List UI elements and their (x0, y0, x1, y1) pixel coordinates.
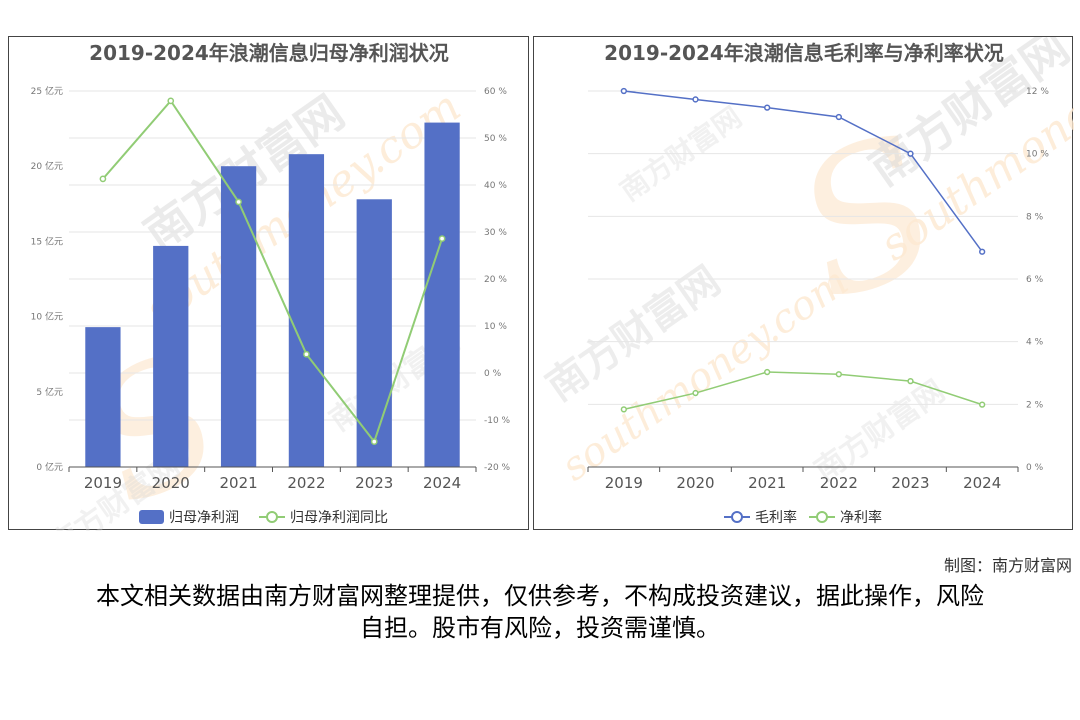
bar-2023[interactable] (356, 199, 392, 467)
point-净利率-2021[interactable] (764, 368, 771, 376)
legend-bar-label[interactable]: 归母净利润 (169, 509, 239, 526)
yoy-point-2021[interactable] (235, 198, 242, 206)
right-y-tick: -20 % (484, 463, 511, 473)
x-tick-label: 2022 (287, 474, 325, 492)
right-y-tick: 8 % (1026, 212, 1044, 222)
bar-2019[interactable] (85, 327, 121, 467)
x-tick-label: 2024 (963, 474, 1001, 492)
x-tick-label: 2023 (355, 474, 393, 492)
right-y-tick: 12 % (1026, 87, 1049, 97)
right-y-tick: 10 % (1026, 150, 1049, 160)
right-y-tick: 0 % (484, 369, 502, 379)
point-毛利率-2024[interactable] (979, 248, 986, 255)
disclaimer-text: 本文相关数据由南方财富网整理提供，仅供参考，不构成投资建议，据此操作，风险自担。… (96, 582, 984, 642)
legend-line-label[interactable]: 归母净利润同比 (290, 509, 388, 526)
x-tick-label: 2023 (891, 474, 929, 492)
right-chart-title: 2019-2024年浪潮信息毛利率与净利率状况 (604, 41, 1004, 65)
legend-label-net[interactable]: 净利率 (840, 509, 882, 526)
left-chart-legend[interactable]: 归母净利润 归母净利润同比 (139, 509, 388, 526)
right-chart-svg: S 南方财富网 southmoney.com 南方财富网 南方财富网 south… (538, 37, 1074, 526)
point-毛利率-2022[interactable] (835, 113, 842, 121)
right-y-tick: 30 % (484, 228, 507, 238)
x-tick-label: 2024 (423, 474, 461, 492)
right-y-tick: 0 % (1026, 463, 1044, 473)
right-y-tick: -10 % (484, 416, 511, 426)
left-chart-svg: S 南方财富网 southmoney.com 南方财富网 南方财富网 0 亿元5… (31, 41, 511, 531)
point-净利率-2022[interactable] (835, 371, 842, 378)
right-y-tick: 2 % (1026, 400, 1044, 410)
yoy-point-2022[interactable] (303, 350, 310, 358)
bar-2022[interactable] (288, 154, 325, 467)
right-y-tick: 20 % (484, 275, 507, 285)
yoy-point-2020[interactable] (167, 97, 175, 105)
left-y-tick: 25 亿元 (31, 85, 63, 97)
legend-marker-gross[interactable] (731, 511, 743, 523)
yoy-point-2023[interactable] (370, 438, 378, 445)
legend-label-gross[interactable]: 毛利率 (755, 509, 797, 526)
point-净利率-2020[interactable] (692, 389, 699, 397)
right-y-tick: 50 % (484, 134, 507, 144)
point-毛利率-2019[interactable] (620, 87, 627, 95)
yoy-point-2024[interactable] (438, 235, 446, 242)
left-y-tick: 20 亿元 (31, 160, 63, 172)
point-净利率-2024[interactable] (979, 401, 986, 408)
point-毛利率-2023[interactable] (907, 150, 914, 157)
bar-2021[interactable] (220, 166, 257, 467)
x-tick-label: 2020 (676, 474, 714, 492)
watermark-right: S 南方财富网 southmoney.com 南方财富网 南方财富网 south… (538, 37, 1074, 490)
right-y-tick: 60 % (484, 87, 507, 97)
series-line-毛利率[interactable] (623, 90, 983, 253)
x-tick-label: 2022 (820, 474, 858, 492)
bar-2024[interactable] (424, 122, 460, 468)
chart-credit: 制图：南方财富网 (943, 556, 1072, 575)
left-y-tick: 0 亿元 (36, 461, 63, 473)
left-y-tick: 5 亿元 (36, 386, 63, 398)
x-tick-label: 2021 (748, 474, 786, 492)
yoy-point-2019[interactable] (99, 175, 107, 183)
svg-text:南方财富网: 南方财富网 (809, 374, 952, 489)
legend-bar-swatch[interactable] (139, 510, 164, 524)
x-tick-label: 2020 (152, 474, 190, 492)
series-line-净利率[interactable] (623, 371, 983, 411)
right-y-tick: 40 % (484, 181, 507, 191)
x-tick-label: 2019 (605, 474, 643, 492)
left-chart-title: 2019-2024年浪潮信息归母净利润状况 (89, 41, 449, 65)
point-毛利率-2020[interactable] (692, 96, 699, 103)
point-毛利率-2021[interactable] (764, 104, 771, 111)
left-y-tick: 15 亿元 (31, 235, 63, 247)
yoy-line[interactable] (102, 99, 444, 444)
legend-marker-net[interactable] (816, 511, 828, 523)
x-tick-label: 2021 (219, 474, 257, 492)
left-y-tick: 10 亿元 (31, 311, 63, 323)
point-净利率-2019[interactable] (620, 406, 627, 413)
legend-line-marker[interactable] (266, 511, 278, 523)
right-chart-panel: S 南方财富网 southmoney.com 南方财富网 南方财富网 south… (533, 36, 1074, 530)
bar-2020[interactable] (153, 245, 189, 467)
right-y-tick: 4 % (1026, 338, 1044, 348)
right-chart-legend[interactable]: 毛利率 净利率 (724, 509, 882, 526)
right-y-tick: 6 % (1026, 275, 1044, 285)
x-tick-label: 2019 (84, 474, 122, 492)
right-y-tick: 10 % (484, 322, 507, 332)
point-净利率-2023[interactable] (907, 377, 914, 385)
left-chart-panel: S 南方财富网 southmoney.com 南方财富网 南方财富网 0 亿元5… (8, 36, 529, 531)
